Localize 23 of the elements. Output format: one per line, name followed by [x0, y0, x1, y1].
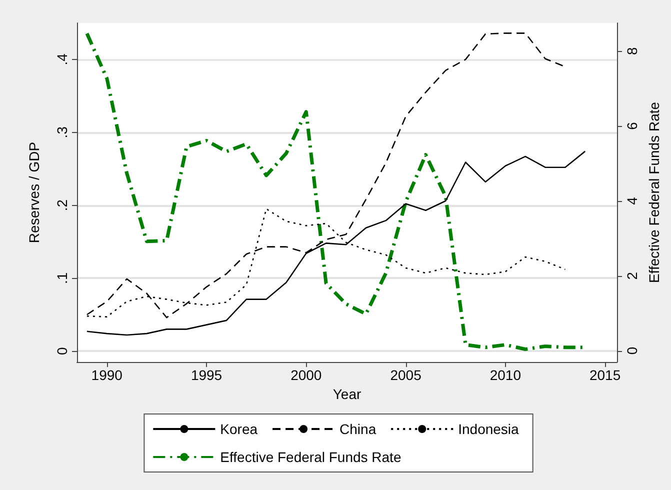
y2-tick-label: 4: [624, 196, 640, 205]
y-tick-label: .3: [54, 126, 70, 138]
y-axis-title: Reserves / GDP: [26, 142, 42, 244]
y-tick-label: 0: [54, 346, 70, 355]
y2-tick-label: 6: [624, 122, 640, 130]
y-tick-label: .2: [54, 199, 70, 212]
x-tick-label: 2015: [589, 367, 621, 383]
y2-axis-title: Effective Federal Funds Rate: [646, 102, 662, 284]
x-tick-label: 2000: [290, 367, 322, 383]
legend-label: Effective Federal Funds Rate: [220, 449, 402, 465]
legend-label: Korea: [220, 421, 258, 437]
x-tick-label: 2010: [490, 367, 522, 383]
legend-label: China: [340, 421, 376, 437]
y2-tick-label: 0: [624, 346, 640, 355]
y-tick-label: .4: [54, 53, 70, 66]
x-tick-label: 1995: [190, 367, 222, 383]
legend-label: Indonesia: [458, 421, 520, 437]
y-tick-label: .1: [54, 272, 70, 284]
x-axis-title: Year: [332, 386, 362, 402]
y2-tick-label: 2: [624, 272, 640, 280]
x-tick-label: 1990: [91, 367, 123, 383]
x-tick-label: 2005: [390, 367, 422, 383]
y2-tick-label: 8: [624, 46, 640, 55]
